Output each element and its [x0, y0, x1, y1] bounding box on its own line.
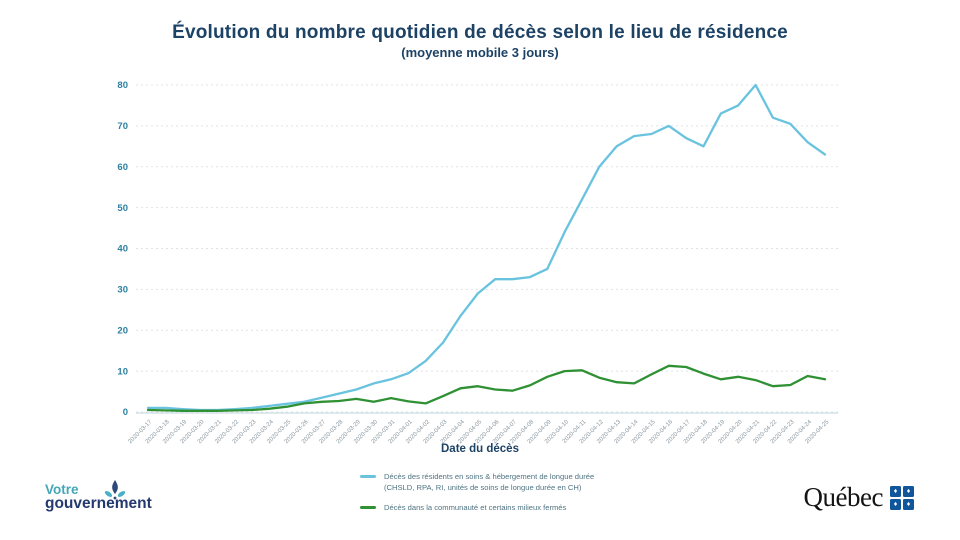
y-tick-label: 50	[117, 203, 128, 214]
chart-title: Évolution du nombre quotidien de décès s…	[172, 22, 788, 43]
quebec-flag-icon: ♦ ♦ ♦ ♦	[890, 485, 914, 510]
fleur-drop-icon	[104, 480, 126, 500]
chart-legend: Décès des résidents en soins & hébergeme…	[360, 471, 594, 522]
flag-square: ♦	[903, 485, 914, 497]
logo-text-votre: Votre	[45, 482, 79, 497]
legend-label-line2: (CHSLD, RPA, RI, unités de soins de long…	[384, 483, 582, 492]
flag-square: ♦	[903, 498, 914, 510]
votre-gouvernement-logo: Votre gouvernement	[45, 480, 152, 512]
legend-item-communaute: Décès dans la communauté et certains mil…	[360, 502, 594, 513]
legend-item-chsld: Décès des résidents en soins & hébergeme…	[360, 471, 594, 493]
legend-label: Décès dans la communauté et certains mil…	[384, 502, 566, 513]
flag-square: ♦	[890, 485, 901, 497]
logo-text-gouvernement: gouvernement	[45, 495, 152, 512]
legend-label-line1: Décès dans la communauté et certains mil…	[384, 503, 567, 512]
y-tick-label: 20	[117, 325, 128, 336]
legend-label: Décès des résidents en soins & hébergeme…	[384, 471, 594, 493]
y-tick-label: 70	[117, 121, 128, 132]
y-tick-label: 10	[117, 366, 128, 377]
legend-label-line1: Décès des résidents en soins & hébergeme…	[384, 472, 595, 481]
series-line-chsld	[146, 83, 827, 412]
legend-swatch-green-line	[360, 506, 376, 509]
quebec-logo: Québec ♦ ♦ ♦ ♦	[804, 482, 914, 513]
y-tick-label: 80	[117, 80, 128, 91]
legend-swatch-blue-line	[360, 475, 376, 478]
quebec-wordmark: Québec	[803, 482, 884, 512]
y-tick-label: 40	[117, 244, 128, 255]
y-tick-label: 0	[123, 407, 128, 418]
flag-square: ♦	[890, 498, 901, 510]
chart-subtitle: (moyenne mobile 3 jours)	[401, 45, 559, 60]
y-tick-label: 30	[117, 285, 128, 296]
x-axis-title: Date du décès	[441, 443, 519, 455]
y-tick-label: 60	[117, 162, 128, 173]
series-line-communaute	[146, 364, 827, 412]
